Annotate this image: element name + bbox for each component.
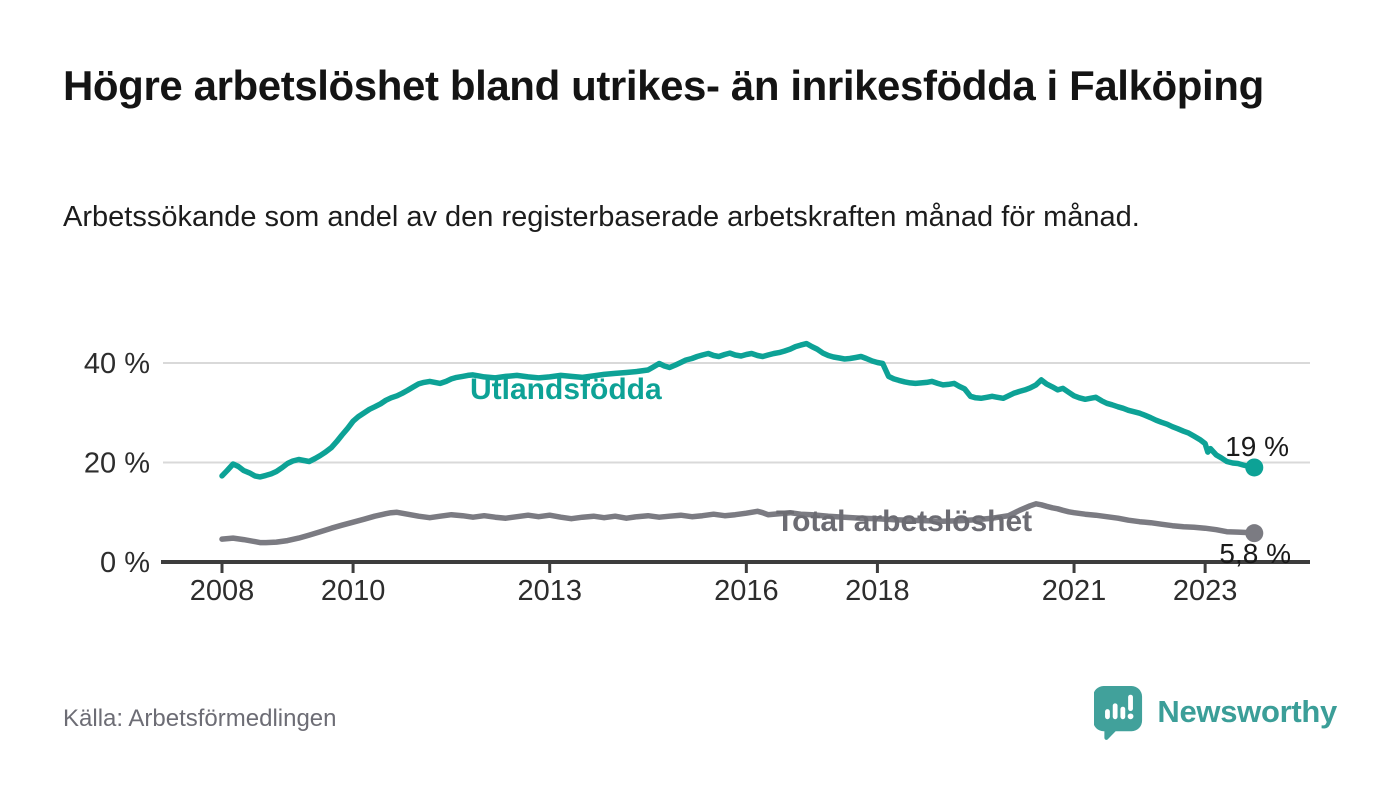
x-tick-label: 2021: [1042, 575, 1107, 607]
x-tick-label: 2018: [845, 575, 910, 607]
newsworthy-logo-icon: [1094, 686, 1143, 740]
brand-wordmark: Newsworthy: [1157, 694, 1337, 729]
page-title: Högre arbetslöshet bland utrikes- än inr…: [63, 62, 1264, 109]
end-value-label-utlandsfodda: 19 %: [1225, 431, 1289, 462]
x-tick-label: 2008: [190, 575, 255, 607]
series-end-dot-utlandsfodda: [1245, 458, 1264, 477]
series-label-total: Total arbetslöshet: [776, 505, 1032, 538]
x-tick-label: 2010: [321, 575, 386, 607]
bar-2: [1113, 703, 1118, 720]
exclamation-dot: [1128, 713, 1134, 720]
y-tick-label: 20 %: [84, 448, 150, 480]
x-tick-label: 2023: [1173, 575, 1238, 607]
x-tick-label: 2013: [517, 575, 582, 607]
series-label-utlandsfodda: Utlandsfödda: [470, 373, 662, 406]
series-end-dot-total: [1245, 524, 1264, 543]
bar-3: [1120, 706, 1126, 720]
brand-lockup: Newsworthy: [1094, 684, 1337, 740]
speech-bubble-shape: [1094, 686, 1143, 740]
y-tick-label: 0 %: [100, 547, 150, 579]
series-line-utlandsfodda: [219, 340, 1258, 480]
bar-1: [1105, 709, 1111, 720]
page-subtitle: Arbetssökande som andel av den registerb…: [63, 201, 1140, 233]
series-line-total: [219, 501, 1258, 546]
exclamation-bar: [1128, 694, 1134, 712]
y-tick-label: 40 %: [84, 348, 150, 380]
x-tick-label: 2016: [714, 575, 779, 607]
end-value-label-total: 5,8 %: [1219, 538, 1291, 569]
source-note: Källa: Arbetsförmedlingen: [63, 705, 337, 732]
